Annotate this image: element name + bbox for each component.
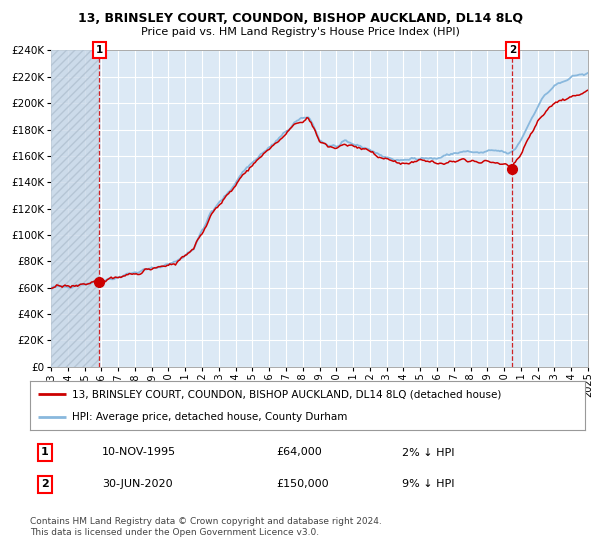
Text: 13, BRINSLEY COURT, COUNDON, BISHOP AUCKLAND, DL14 8LQ (detached house): 13, BRINSLEY COURT, COUNDON, BISHOP AUCK… [71,389,501,399]
Text: 13, BRINSLEY COURT, COUNDON, BISHOP AUCKLAND, DL14 8LQ: 13, BRINSLEY COURT, COUNDON, BISHOP AUCK… [77,12,523,25]
Text: Price paid vs. HM Land Registry's House Price Index (HPI): Price paid vs. HM Land Registry's House … [140,27,460,37]
Text: 2: 2 [509,45,516,55]
Bar [51,50,99,367]
Text: 2% ↓ HPI: 2% ↓ HPI [402,447,455,458]
Text: Contains HM Land Registry data © Crown copyright and database right 2024.
This d: Contains HM Land Registry data © Crown c… [30,517,382,537]
Text: 1: 1 [41,447,49,458]
Text: £64,000: £64,000 [276,447,322,458]
Text: 1: 1 [95,45,103,55]
Text: HPI: Average price, detached house, County Durham: HPI: Average price, detached house, Coun… [71,412,347,422]
Text: 9% ↓ HPI: 9% ↓ HPI [402,479,455,489]
Text: £150,000: £150,000 [276,479,329,489]
Text: 30-JUN-2020: 30-JUN-2020 [102,479,173,489]
Text: 2: 2 [41,479,49,489]
Text: 10-NOV-1995: 10-NOV-1995 [102,447,176,458]
